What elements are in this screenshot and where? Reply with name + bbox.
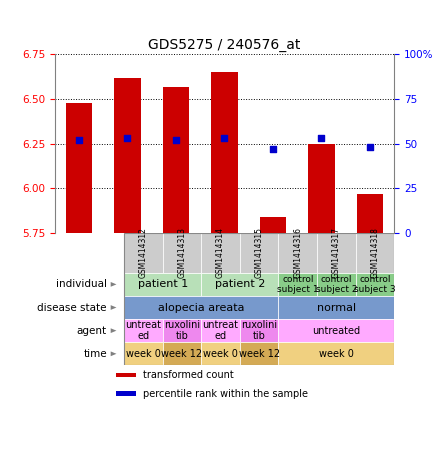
Text: week 0: week 0	[319, 349, 354, 359]
Text: untreated: untreated	[312, 326, 360, 336]
Bar	[279, 233, 317, 273]
Title: GDS5275 / 240576_at: GDS5275 / 240576_at	[148, 38, 300, 52]
Text: transformed count: transformed count	[143, 370, 234, 380]
Text: disease state: disease state	[37, 303, 107, 313]
Bar	[356, 233, 394, 273]
Text: ruxolini
tib: ruxolini tib	[241, 320, 277, 341]
Polygon shape	[111, 328, 117, 333]
Polygon shape	[111, 305, 117, 310]
Text: time: time	[83, 349, 107, 359]
Bar	[356, 273, 394, 296]
Text: control
subject 3: control subject 3	[354, 275, 396, 294]
Point	[221, 135, 228, 142]
Text: GSM1414316: GSM1414316	[293, 227, 302, 279]
Text: control
subject 2: control subject 2	[316, 275, 357, 294]
Point	[318, 135, 325, 142]
Text: GSM1414313: GSM1414313	[177, 227, 187, 279]
Text: GSM1414315: GSM1414315	[254, 227, 264, 279]
Text: alopecia areata: alopecia areata	[158, 303, 244, 313]
Bar	[240, 342, 279, 366]
Text: control
subject 1: control subject 1	[277, 275, 318, 294]
Text: ruxolini
tib: ruxolini tib	[164, 320, 200, 341]
Bar	[124, 342, 163, 366]
Bar	[116, 372, 136, 377]
Point	[269, 145, 276, 153]
Bar	[66, 103, 92, 233]
Polygon shape	[111, 282, 117, 287]
Point	[124, 135, 131, 142]
Text: week 12: week 12	[162, 349, 203, 359]
Bar	[162, 87, 189, 233]
Bar	[260, 217, 286, 233]
Bar	[116, 391, 136, 396]
Point	[367, 144, 374, 151]
Bar	[308, 144, 335, 233]
Bar	[163, 319, 201, 342]
Text: patient 1: patient 1	[138, 280, 188, 289]
Bar	[279, 319, 394, 342]
Text: patient 2: patient 2	[215, 280, 265, 289]
Text: GSM1414312: GSM1414312	[139, 227, 148, 279]
Bar	[279, 273, 317, 296]
Text: untreat
ed: untreat ed	[203, 320, 239, 341]
Text: week 12: week 12	[239, 349, 280, 359]
Bar	[279, 296, 394, 319]
Polygon shape	[111, 352, 117, 356]
Text: individual: individual	[56, 280, 107, 289]
Bar	[163, 233, 201, 273]
Bar	[279, 342, 394, 366]
Bar	[124, 273, 201, 296]
Bar	[124, 319, 163, 342]
Text: week 0: week 0	[203, 349, 238, 359]
Text: agent: agent	[77, 326, 107, 336]
Bar	[240, 233, 279, 273]
Text: GSM1414314: GSM1414314	[216, 227, 225, 279]
Text: normal: normal	[317, 303, 356, 313]
Bar	[201, 319, 240, 342]
Text: week 0: week 0	[126, 349, 161, 359]
Bar	[201, 342, 240, 366]
Bar	[163, 342, 201, 366]
Bar	[114, 77, 141, 233]
Bar	[317, 233, 356, 273]
Text: percentile rank within the sample: percentile rank within the sample	[143, 389, 308, 399]
Bar	[201, 233, 240, 273]
Text: GSM1414317: GSM1414317	[332, 227, 341, 279]
Point	[173, 136, 180, 144]
Bar	[124, 233, 394, 366]
Bar	[124, 233, 163, 273]
Point	[75, 136, 82, 144]
Bar	[211, 72, 238, 233]
Bar	[240, 319, 279, 342]
Bar	[201, 273, 279, 296]
Text: untreat
ed: untreat ed	[125, 320, 162, 341]
Bar	[357, 194, 383, 233]
Text: GSM1414318: GSM1414318	[371, 227, 379, 279]
Bar	[317, 273, 356, 296]
Bar	[124, 296, 279, 319]
